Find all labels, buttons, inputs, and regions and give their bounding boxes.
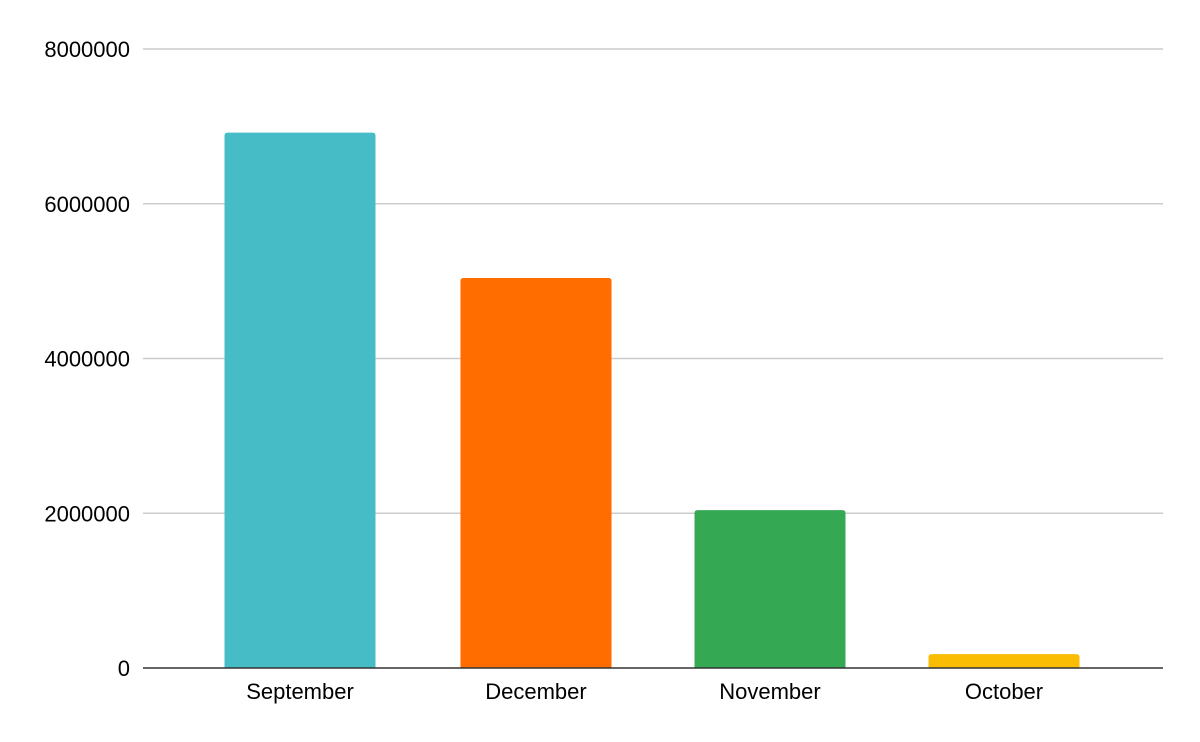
y-tick-label: 8000000: [44, 37, 130, 62]
x-tick-label-september: September: [246, 679, 354, 704]
y-tick-label: 6000000: [44, 192, 130, 217]
x-axis-tick-labels: September December November October: [246, 679, 1043, 704]
y-tick-label: 4000000: [44, 347, 130, 372]
y-axis-tick-labels: 0 2000000 4000000 6000000 8000000: [44, 37, 130, 681]
x-tick-label-december: December: [485, 679, 586, 704]
bar-october: [928, 654, 1080, 668]
bars: [224, 132, 1080, 668]
y-tick-label: 2000000: [44, 501, 130, 526]
x-tick-label-october: October: [965, 679, 1043, 704]
y-tick-label: 0: [118, 656, 130, 681]
bar-september: [224, 132, 376, 668]
bar-december: [460, 278, 612, 668]
x-tick-label-november: November: [719, 679, 820, 704]
bar-november: [694, 510, 846, 668]
